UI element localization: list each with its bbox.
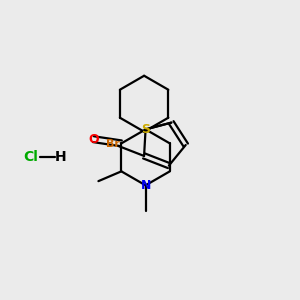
Text: Br: Br <box>106 139 119 149</box>
Text: O: O <box>88 133 99 146</box>
Text: S: S <box>141 123 150 136</box>
Text: H: H <box>54 150 66 164</box>
Text: N: N <box>140 179 151 192</box>
Text: Cl: Cl <box>23 150 38 164</box>
